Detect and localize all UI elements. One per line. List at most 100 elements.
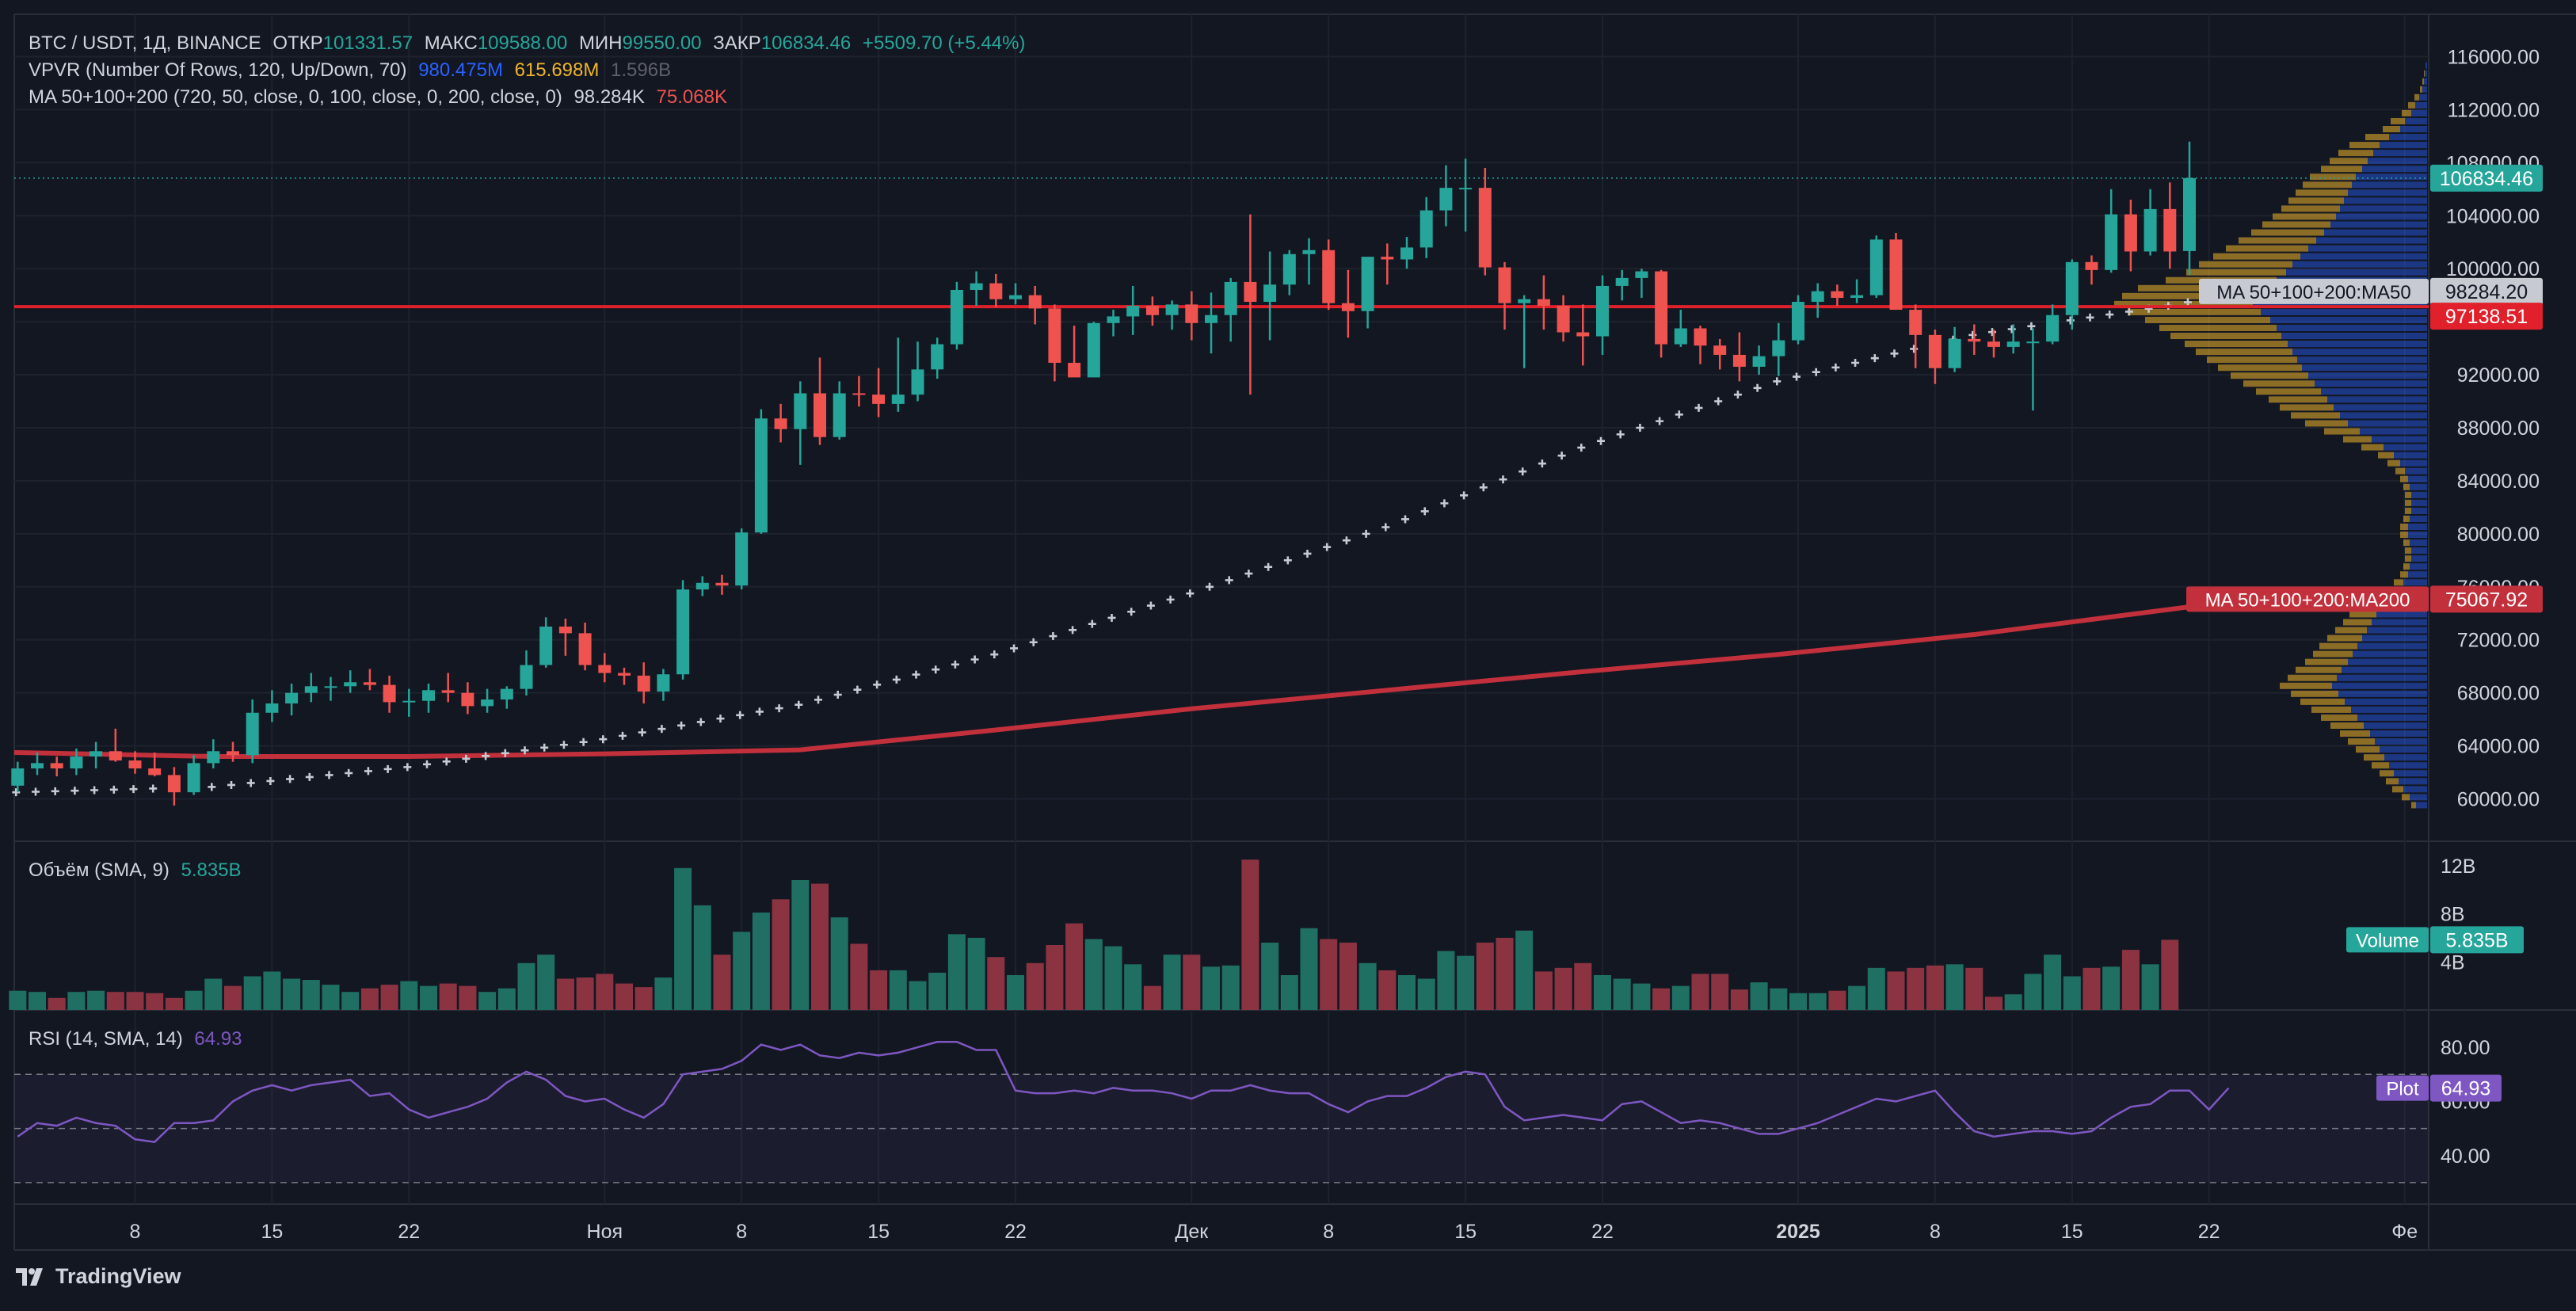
vp-row-down xyxy=(2403,483,2410,490)
vpvr-legend[interactable]: VPVR (Number Of Rows, 120, Up/Down, 70) … xyxy=(29,57,677,84)
vp-row-up xyxy=(2410,563,2427,570)
horizontal-line[interactable] xyxy=(14,177,2429,309)
volume-legend[interactable]: Объём (SMA, 9) 5.835B xyxy=(29,857,248,884)
ma50-point xyxy=(1988,328,1996,337)
candle-body xyxy=(31,763,44,769)
vp-row-up xyxy=(2389,762,2427,769)
ma50-point xyxy=(1538,459,1546,468)
candle-body xyxy=(1576,332,1590,337)
volume-bar xyxy=(1457,955,1475,1010)
symbol-legend[interactable]: BTC / USDT, 1Д, BINANCE ОТКР101331.57 МА… xyxy=(29,30,1031,57)
vp-row-up xyxy=(2384,444,2427,451)
price-tick: 80000.00 xyxy=(2457,524,2540,546)
ma50-point xyxy=(892,675,901,684)
volume-bar xyxy=(1554,967,1572,1010)
vp-row-up xyxy=(2344,197,2427,204)
rsi-legend[interactable]: RSI (14, SMA, 14) 64.93 xyxy=(29,1026,248,1053)
vp-row-up xyxy=(2425,70,2427,77)
ma50-name-tag-text: MA 50+100+200:MA50 xyxy=(2216,282,2411,303)
vp-row-down xyxy=(2128,308,2261,315)
candle-body xyxy=(109,751,122,761)
ma50-point xyxy=(1342,536,1351,545)
ma50-point xyxy=(1107,613,1116,622)
ma50-point xyxy=(833,691,842,699)
rsi-value: 64.93 xyxy=(194,1028,242,1050)
candle-body xyxy=(1869,239,1883,295)
vp-row-up xyxy=(2288,341,2427,348)
rsi-label: RSI (14, SMA, 14) xyxy=(29,1028,183,1050)
candle-body xyxy=(774,418,787,429)
candle-body xyxy=(2085,261,2098,270)
candle-body xyxy=(1909,310,1922,335)
vp-row-down xyxy=(2159,325,2277,331)
candle-body xyxy=(911,369,924,395)
ma200-path xyxy=(14,596,2249,759)
vp-row-up xyxy=(2357,714,2427,721)
vp-row-up xyxy=(2316,237,2427,244)
ma50-point xyxy=(1890,349,1899,358)
vp-row-down xyxy=(2330,722,2364,729)
rsi-name-tag-bg xyxy=(2376,1075,2429,1101)
ma-legend[interactable]: MA 50+100+200 (720, 50, close, 0, 100, c… xyxy=(29,84,734,111)
price-tick: 72000.00 xyxy=(2457,630,2540,652)
vpvr-total: 1.596B xyxy=(611,59,672,81)
ma50-point xyxy=(305,772,314,781)
vp-row-up xyxy=(2394,770,2427,777)
price-tick: 100000.00 xyxy=(2446,258,2540,280)
candle-body xyxy=(794,393,807,429)
vp-row-down xyxy=(2383,126,2400,132)
ma50-point xyxy=(129,785,138,794)
high-label: МАКС xyxy=(424,32,478,54)
candle-body xyxy=(1126,306,1140,317)
candle-body xyxy=(285,692,299,704)
volume-bar xyxy=(380,985,398,1010)
vp-row-down xyxy=(2400,475,2408,482)
candle-body xyxy=(1028,295,1042,309)
tradingview-logo[interactable]: TradingView xyxy=(16,1264,181,1289)
time-tick: 15 xyxy=(867,1221,890,1243)
ma50-point xyxy=(1264,562,1273,571)
vp-row-up xyxy=(2405,117,2427,124)
volume-tag-bg xyxy=(2430,926,2524,954)
vpvr-down: 615.698M xyxy=(514,59,600,81)
candle-body xyxy=(1107,316,1120,323)
vp-row-down xyxy=(2310,173,2356,181)
vp-row-down xyxy=(2305,420,2348,427)
ma50-point xyxy=(912,670,920,679)
vp-row-down xyxy=(2335,627,2367,634)
vp-row-down xyxy=(2288,674,2337,681)
candle-body xyxy=(1694,328,1707,346)
ma50-point xyxy=(2027,322,2036,330)
volume-tick: 4B xyxy=(2441,951,2465,974)
vpvr-label: VPVR (Number Of Rows, 120, Up/Down, 70) xyxy=(29,59,407,81)
candle-body xyxy=(1400,247,1413,260)
volume-bar xyxy=(1750,982,1768,1010)
vp-row-up xyxy=(2337,674,2427,681)
time-tick: 15 xyxy=(1454,1221,1477,1243)
axes: 116000.00112000.00108000.00104000.001000… xyxy=(130,46,2540,1243)
volume-bar xyxy=(341,992,360,1010)
candle-body xyxy=(1244,281,1257,303)
volume-bar xyxy=(1730,989,1748,1010)
candle-body xyxy=(1185,304,1198,323)
volume-bar xyxy=(263,971,281,1010)
vp-row-down xyxy=(2213,253,2300,260)
vp-row-up xyxy=(2270,316,2427,323)
ma50-point xyxy=(1127,608,1136,616)
vp-row-down xyxy=(2269,396,2327,403)
price-tags: 106834.46 MA 50+100+200:MA50 98284.20 97138… xyxy=(2186,164,2543,1102)
ma50-point xyxy=(2184,298,2192,307)
vp-row-down xyxy=(2296,666,2342,673)
vp-row-up xyxy=(2364,722,2427,729)
volume-bar xyxy=(360,988,379,1010)
ma50-point xyxy=(403,763,412,772)
time-tick: 8 xyxy=(1930,1221,1941,1243)
vp-row-down xyxy=(2170,333,2281,340)
vp-row-down xyxy=(2391,117,2405,124)
ma50-point xyxy=(1714,397,1723,406)
ma50-point xyxy=(1577,444,1586,452)
candle-body xyxy=(1145,306,1159,315)
price-tick: 88000.00 xyxy=(2457,417,2540,440)
